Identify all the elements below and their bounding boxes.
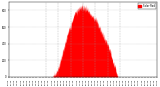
Legend: Solar Rad: Solar Rad (138, 3, 156, 9)
